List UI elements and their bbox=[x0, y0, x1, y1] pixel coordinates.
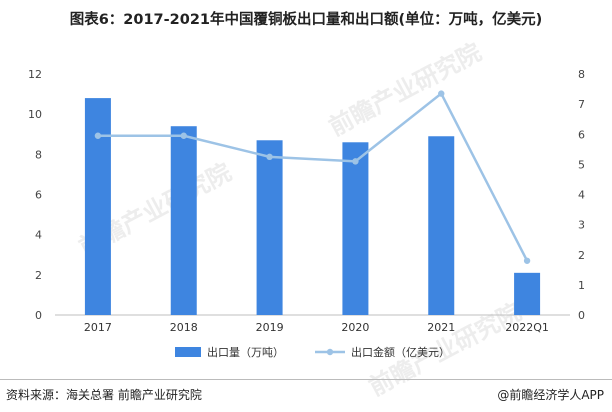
y-left-tick-label: 4 bbox=[35, 229, 42, 242]
y-left-tick-label: 2 bbox=[35, 269, 42, 282]
credit-note: @前瞻经济学人APP bbox=[497, 388, 604, 402]
bar bbox=[514, 272, 541, 315]
chart-legend: 出口量（万吨） 出口金额（亿美元） bbox=[175, 345, 450, 359]
bar bbox=[84, 98, 111, 315]
y-left-tick-label: 8 bbox=[35, 148, 42, 161]
y-left-tick-label: 6 bbox=[35, 189, 42, 202]
y-left-tick-label: 12 bbox=[28, 68, 42, 81]
chart-title: 图表6：2017-2021年中国覆铜板出口量和出口额(单位：万吨，亿美元) bbox=[69, 12, 543, 28]
x-tick-label: 2020 bbox=[341, 321, 369, 334]
y-right-tick-label: 1 bbox=[578, 279, 585, 292]
y-right-tick-label: 6 bbox=[578, 128, 585, 141]
series-line bbox=[97, 91, 529, 262]
y-right-tick-label: 2 bbox=[578, 249, 585, 262]
bar bbox=[256, 140, 283, 315]
y-right-tick-label: 4 bbox=[578, 189, 585, 202]
line-point bbox=[523, 257, 531, 264]
x-tick-label: 2022Q1 bbox=[505, 321, 549, 334]
footer-divider bbox=[0, 379, 612, 380]
legend-swatch-bar bbox=[175, 347, 201, 357]
line-point bbox=[266, 153, 273, 161]
y-right-tick-label: 0 bbox=[578, 309, 585, 322]
legend-label-bar: 出口量（万吨） bbox=[207, 345, 284, 359]
y-right-tick-label: 8 bbox=[578, 68, 585, 81]
line-point bbox=[180, 132, 187, 139]
x-tick-label: 2021 bbox=[427, 321, 455, 334]
source-note: 资料来源：海关总署 前瞻产业研究院 bbox=[6, 388, 202, 402]
bar bbox=[428, 136, 455, 315]
line-point bbox=[94, 132, 102, 139]
x-tick-label: 2019 bbox=[256, 321, 284, 334]
y-right-tick-label: 3 bbox=[578, 219, 585, 232]
legend-label-line: 出口金额（亿美元） bbox=[351, 345, 450, 359]
bar bbox=[170, 126, 197, 315]
x-tick-label: 2017 bbox=[84, 321, 112, 334]
y-left-tick-label: 10 bbox=[28, 108, 42, 121]
legend-marker-line bbox=[326, 348, 334, 356]
y-right-tick-label: 7 bbox=[578, 98, 585, 111]
y-left-tick-label: 0 bbox=[35, 309, 42, 322]
x-tick-label: 2018 bbox=[170, 321, 198, 334]
line-point bbox=[438, 90, 445, 97]
line-point bbox=[352, 158, 359, 165]
bar bbox=[342, 142, 369, 315]
y-right-tick-label: 5 bbox=[578, 158, 585, 171]
